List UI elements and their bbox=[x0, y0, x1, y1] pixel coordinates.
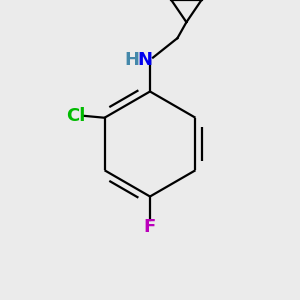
Text: Cl: Cl bbox=[66, 107, 85, 125]
Text: F: F bbox=[144, 218, 156, 236]
Text: N: N bbox=[137, 51, 152, 69]
Text: H: H bbox=[124, 51, 139, 69]
